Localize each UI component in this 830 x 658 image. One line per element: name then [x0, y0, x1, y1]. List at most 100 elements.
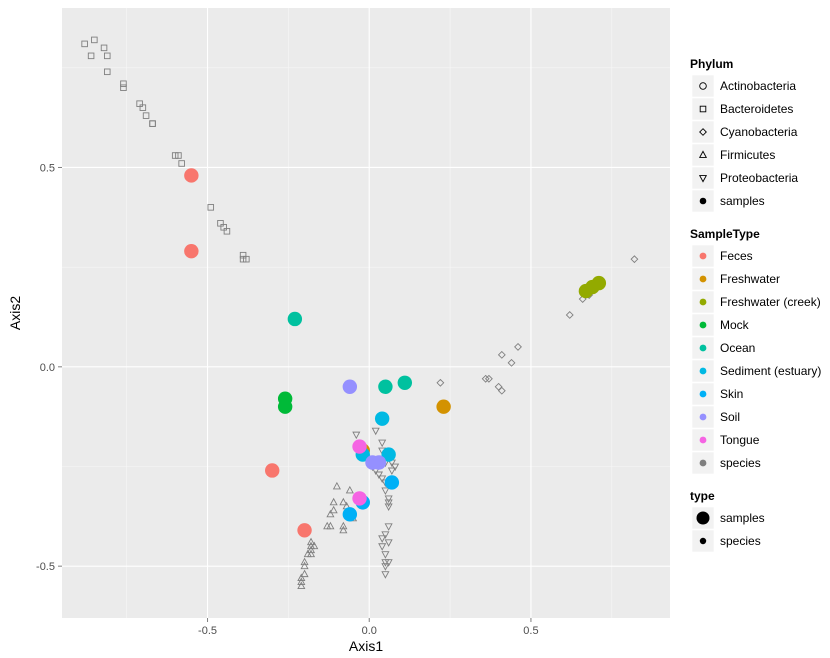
legend-entry-label: samples	[720, 194, 765, 208]
legend-entry-label: Freshwater (creek)	[720, 295, 821, 309]
species-point-proteobacteria	[381, 487, 390, 495]
species-point-firmicutes	[339, 525, 348, 534]
species-point-cyanobacteria	[630, 255, 639, 264]
legend-key-symbol	[698, 175, 708, 183]
species-point-proteobacteria	[374, 471, 383, 480]
sample-point-freshwater	[436, 399, 451, 414]
sample-point-mock	[277, 399, 293, 414]
species-point-proteobacteria	[352, 431, 361, 440]
species-point-cyanobacteria	[507, 358, 516, 367]
legend-entry-label: samples	[720, 511, 765, 525]
sample-point-freshwater-creek-	[591, 275, 607, 291]
species-point-firmicutes	[329, 505, 338, 514]
legend-entry-label: Soil	[720, 410, 740, 424]
legend-entry-label: Skin	[720, 387, 743, 401]
species-point-bacteroidetes	[178, 160, 185, 167]
legend-entry-label: Feces	[720, 249, 753, 263]
species-point-bacteroidetes	[142, 112, 150, 119]
species-point-proteobacteria	[387, 467, 396, 476]
species-point-bacteroidetes	[175, 152, 182, 159]
species-point-firmicutes	[300, 569, 309, 578]
sample-point-tongue	[352, 439, 367, 454]
sample-point-ocean	[397, 375, 413, 390]
species-point-firmicutes	[329, 497, 338, 506]
species-point-bacteroidetes	[104, 52, 111, 60]
legend-key-symbol	[699, 413, 707, 421]
species-point-firmicutes	[300, 557, 309, 566]
sample-point-ocean	[287, 311, 303, 327]
species-point-firmicutes	[345, 485, 354, 494]
species-point-proteobacteria	[381, 531, 390, 539]
legend-entry-label: Mock	[720, 318, 750, 332]
legend-key-symbol	[699, 344, 707, 352]
species-point-proteobacteria	[384, 499, 393, 507]
species-point-cyanobacteria	[514, 342, 522, 351]
legend-key-symbol	[699, 390, 707, 398]
sample-point-tongue	[352, 491, 367, 506]
legend-entry-label: Bacteroidetes	[720, 102, 793, 116]
legend-title: SampleType	[690, 227, 760, 241]
data-points	[81, 36, 639, 590]
sample-point-sediment-estuary-	[374, 411, 390, 426]
legend-entry-label: Sediment (estuary)	[720, 364, 821, 378]
legend-key-symbol	[699, 275, 707, 283]
legend-key-symbol	[699, 436, 707, 444]
major-gridlines	[62, 8, 670, 618]
legend-key-symbol	[696, 511, 710, 525]
y-tick-label: -0.5	[36, 561, 55, 573]
legend-entry-label: Firmicutes	[720, 148, 775, 162]
species-point-proteobacteria	[384, 559, 393, 567]
y-axis: -0.5 0.0 0.5	[36, 162, 62, 573]
x-tick-label: -0.5	[198, 625, 217, 637]
x-axis-title: Axis1	[349, 638, 383, 654]
sample-point-feces	[297, 523, 312, 538]
species-point-cyanobacteria	[497, 386, 506, 395]
species-point-bacteroidetes	[81, 40, 88, 48]
species-point-bacteroidetes	[207, 204, 215, 211]
species-point-proteobacteria	[378, 439, 387, 448]
species-point-proteobacteria	[381, 563, 390, 571]
legend-title: Phylum	[690, 57, 733, 71]
y-axis-title: Axis2	[7, 296, 23, 330]
plot-panel	[62, 8, 670, 618]
species-point-firmicutes	[297, 581, 306, 590]
x-axis: -0.5 0.0 0.5	[198, 618, 539, 637]
species-point-cyanobacteria	[497, 350, 506, 359]
legend-key-symbol	[699, 82, 707, 90]
legend-key	[691, 166, 715, 190]
legend-key-symbol	[699, 321, 707, 329]
legend-key-symbol	[699, 537, 707, 545]
species-point-bacteroidetes	[87, 52, 95, 60]
legend-entry-label: Freshwater	[720, 272, 780, 286]
legend-entry-label: Proteobacteria	[720, 171, 798, 185]
legend-key	[691, 143, 715, 167]
species-point-firmicutes	[306, 545, 316, 554]
legend-key-symbol	[699, 367, 707, 375]
species-point-bacteroidetes	[243, 255, 250, 263]
legend-key	[691, 97, 715, 121]
sample-point-skin	[342, 507, 358, 522]
legend-entry-label: species	[720, 534, 761, 548]
sample-point-feces	[265, 463, 280, 478]
species-point-firmicutes	[297, 577, 306, 586]
sample-point-soil	[371, 455, 387, 470]
species-point-firmicutes	[323, 521, 332, 530]
plot-background	[62, 8, 670, 618]
species-point-firmicutes	[339, 521, 348, 530]
legend: Phylum Actinobacteria Bacteroidetes Cyanoba…	[690, 57, 821, 553]
species-point-proteobacteria	[378, 543, 387, 551]
species-point-cyanobacteria	[565, 311, 574, 319]
species-point-proteobacteria	[378, 475, 387, 484]
legend-key	[691, 120, 715, 144]
sample-point-soil	[342, 379, 358, 394]
sample-point-feces	[184, 168, 199, 183]
species-point-firmicutes	[310, 541, 319, 550]
minor-gridlines	[62, 8, 670, 618]
species-point-bacteroidetes	[149, 120, 156, 127]
x-tick-label: 0.5	[523, 625, 538, 637]
species-point-cyanobacteria	[436, 378, 445, 387]
species-point-cyanobacteria	[484, 374, 493, 383]
legend-entry-label: Ocean	[720, 341, 755, 355]
species-point-bacteroidetes	[91, 36, 98, 44]
